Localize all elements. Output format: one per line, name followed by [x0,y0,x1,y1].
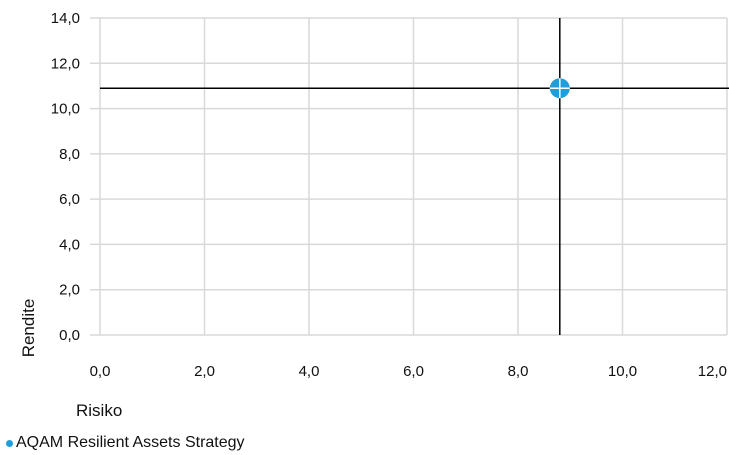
y-tick-label: 10,0 [51,101,80,118]
x-tick-label: 0,0 [90,363,111,380]
y-tick-label: 6,0 [59,191,80,208]
y-tick-labels: 0,0 2,0 4,0 6,0 8,0 10,0 12,0 14,0 [51,10,80,344]
legend: AQAM Resilient Assets Strategy [6,434,245,452]
x-tick-label: 8,0 [508,363,529,380]
y-tick-label: 0,0 [59,327,80,344]
x-tick-label: 6,0 [403,363,424,380]
x-tick-label: 4,0 [299,363,320,380]
x-tick-labels: 0,0 2,0 4,0 6,0 8,0 10,0 12,0 [90,363,727,380]
y-tick-label: 14,0 [51,10,80,27]
x-tick-label: 10,0 [608,363,637,380]
data-points [549,78,570,99]
x-axis-title: Risiko [76,401,122,420]
y-axis-title: Rendite [19,299,38,358]
legend-marker-icon [6,439,13,447]
x-tick-label: 12,0 [698,363,727,380]
x-tick-label: 2,0 [194,363,215,380]
grid-lines [90,17,728,336]
y-tick-label: 12,0 [51,55,80,72]
y-tick-label: 4,0 [59,236,80,253]
y-tick-label: 2,0 [59,282,80,299]
crosshair-lines [100,18,729,335]
legend-label: AQAM Resilient Assets Strategy [16,434,245,451]
y-tick-label: 8,0 [59,146,80,163]
